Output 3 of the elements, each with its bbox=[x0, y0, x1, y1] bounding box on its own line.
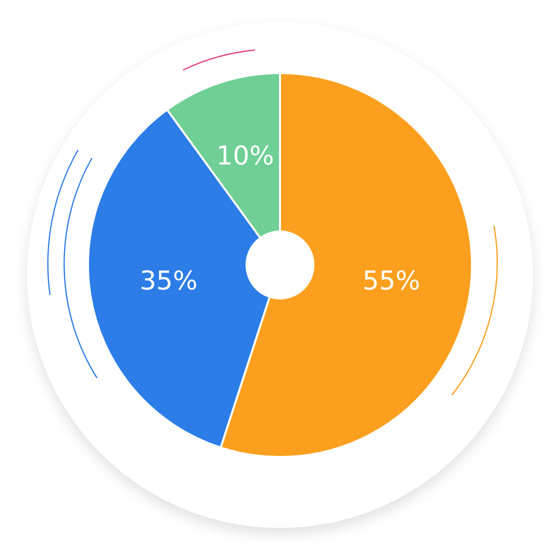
data-label: 55% bbox=[362, 266, 420, 296]
data-label: 35% bbox=[140, 266, 198, 296]
data-label: 10% bbox=[216, 142, 274, 172]
